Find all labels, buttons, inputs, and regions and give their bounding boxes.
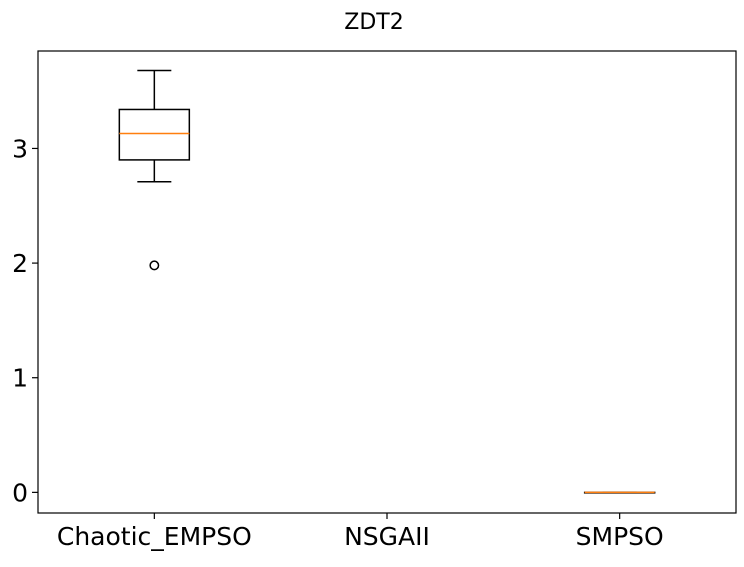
- plot-area: [118, 69, 656, 494]
- y-tick-label-2: 2: [12, 249, 28, 278]
- x-tick-label-smpso: SMPSO: [576, 522, 664, 551]
- x-tick-label-chaotic-empso: Chaotic_EMPSO: [57, 522, 252, 551]
- chart-title: ZDT2: [344, 10, 403, 35]
- box-chaotic-empso: [118, 108, 191, 161]
- y-tick-label-0: 0: [12, 478, 28, 507]
- y-tick-label-3: 3: [12, 134, 28, 163]
- plot-frame: [37, 50, 737, 514]
- x-tick-label-nsgaii: NSGAII: [344, 522, 430, 551]
- y-tick-label-1: 1: [12, 364, 28, 393]
- axes: 0 1 2 3 Chaotic_EMPSO NSGAII SMPSO: [12, 50, 737, 551]
- flier-chaotic-empso-0: [149, 260, 160, 271]
